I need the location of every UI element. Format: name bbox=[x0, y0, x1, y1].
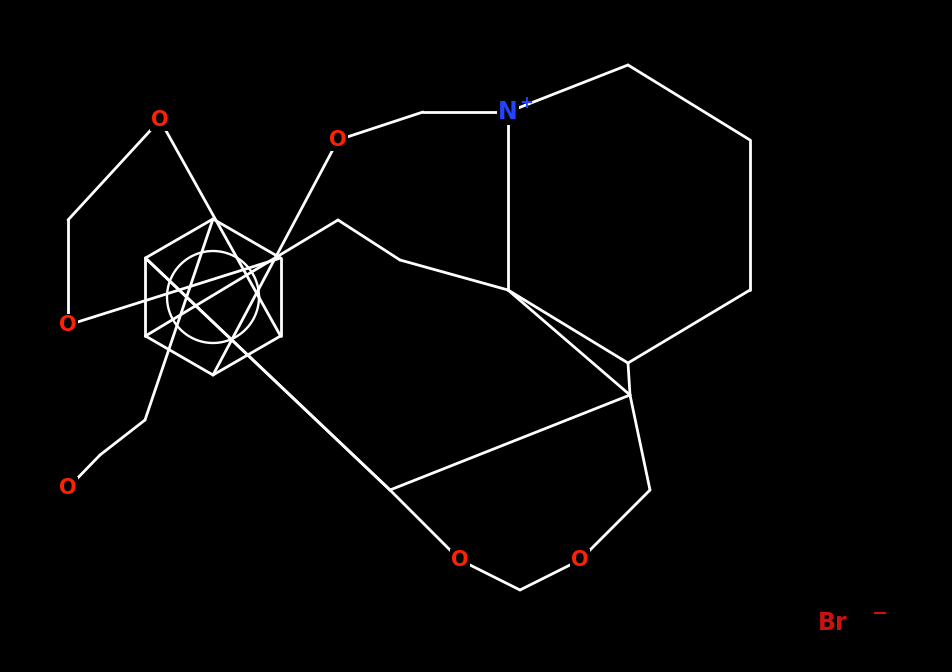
Text: O: O bbox=[59, 315, 77, 335]
Text: N: N bbox=[498, 100, 517, 124]
Text: Br: Br bbox=[818, 611, 847, 635]
Text: O: O bbox=[570, 550, 588, 570]
Text: O: O bbox=[151, 110, 169, 130]
Text: O: O bbox=[328, 130, 347, 150]
Text: O: O bbox=[59, 478, 77, 498]
Text: −: − bbox=[871, 603, 887, 622]
Text: +: + bbox=[519, 94, 532, 112]
Text: O: O bbox=[450, 550, 468, 570]
